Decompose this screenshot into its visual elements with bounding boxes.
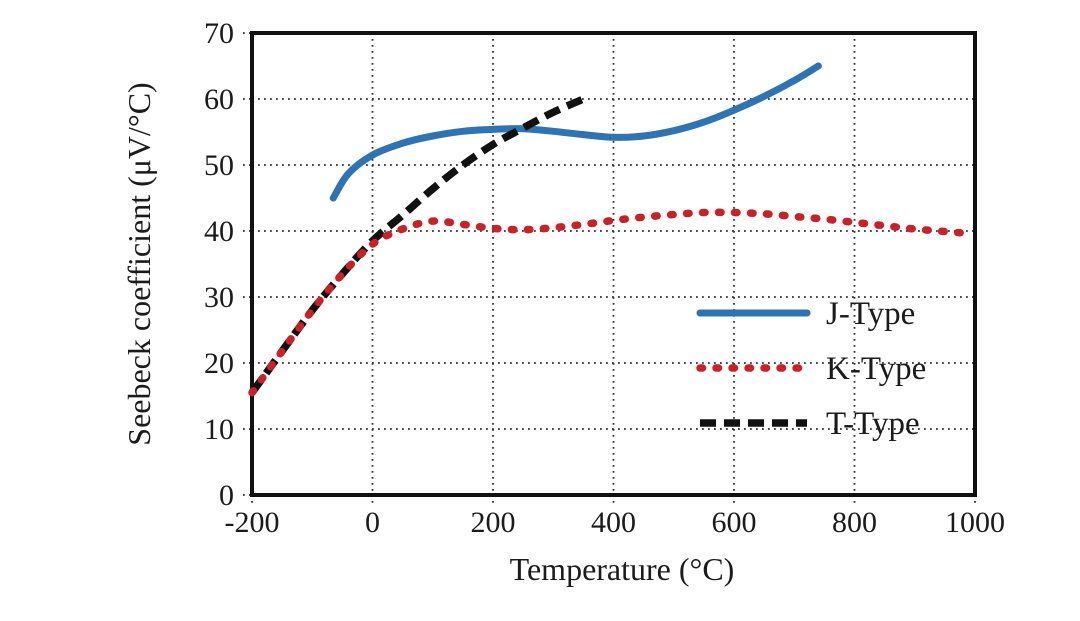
x-tick-label-800: 800 — [832, 506, 877, 539]
y-tick-label-20: 20 — [204, 347, 234, 380]
curve-k-type — [248, 208, 967, 397]
legend-item-k-type: K-Type — [696, 351, 926, 387]
x-tick-label--200: -200 — [225, 506, 280, 539]
plot-border — [250, 31, 977, 497]
y-tick-label-30: 30 — [204, 281, 234, 314]
y-tick-label-50: 50 — [204, 149, 234, 182]
curve-j-type — [329, 62, 822, 202]
y-tick-label-70: 70 — [204, 17, 234, 50]
grid-layer — [243, 32, 976, 504]
legend: J-Type K-Type T-Type — [696, 296, 926, 442]
y-tick-label-0: 0 — [219, 479, 234, 512]
legend-item-t-type: T-Type — [700, 406, 920, 442]
x-tick-label-1000: 1000 — [945, 506, 1005, 539]
legend-label-k-type: K-Type — [826, 351, 926, 387]
curves-layer — [248, 62, 967, 397]
x-tick-label-200: 200 — [471, 506, 516, 539]
curve-t-type — [248, 95, 585, 395]
x-tick-label-400: 400 — [591, 506, 636, 539]
y-tick-label-60: 60 — [204, 83, 234, 116]
legend-label-j-type: J-Type — [826, 296, 915, 332]
legend-item-j-type: J-Type — [696, 296, 915, 332]
y-tick-label-10: 10 — [204, 413, 234, 446]
legend-label-t-type: T-Type — [826, 406, 920, 442]
x-axis-title: Temperature (°C) — [510, 551, 735, 587]
y-tick-label-40: 40 — [204, 215, 234, 248]
x-tick-label-600: 600 — [712, 506, 757, 539]
y-axis-title: Seebeck coefficient (μV/°C) — [121, 82, 157, 445]
x-tick-label-0: 0 — [365, 506, 380, 539]
